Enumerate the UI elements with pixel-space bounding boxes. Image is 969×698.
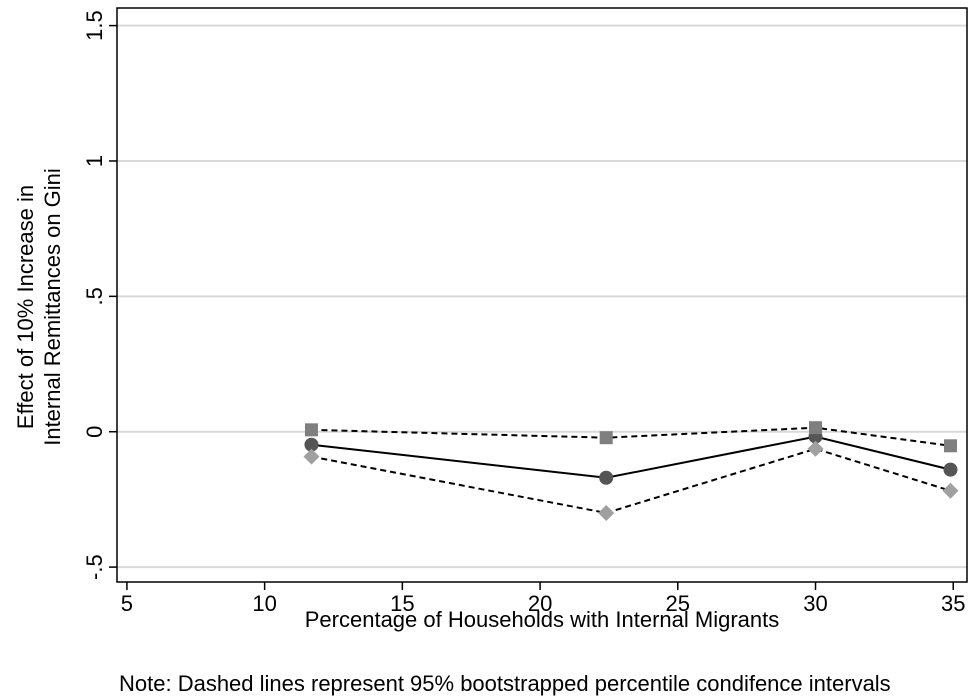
y-tick-label: 1 [82, 155, 107, 167]
point [304, 423, 318, 437]
y-tick-label: 0 [82, 426, 107, 438]
y-axis-label: Internal Remittances on Gini [40, 168, 65, 446]
point [599, 431, 613, 445]
point [942, 482, 959, 499]
point [943, 462, 958, 477]
y-tick-label: 1.5 [82, 10, 107, 41]
series-line [311, 435, 951, 479]
point [304, 437, 319, 452]
y-tick-label: -.5 [82, 554, 107, 580]
point [809, 421, 823, 435]
point [303, 448, 320, 465]
point [599, 470, 614, 485]
x-tick-label: 15 [390, 591, 414, 616]
x-tick-label: 25 [666, 591, 690, 616]
x-axis-label: Percentage of Households with Internal M… [305, 607, 779, 632]
series-line [311, 447, 951, 514]
series-line [311, 426, 951, 447]
point [598, 504, 615, 521]
x-tick-label: 35 [941, 591, 965, 616]
plot-frame [116, 7, 968, 583]
point [807, 440, 824, 457]
x-tick-label: 30 [803, 591, 827, 616]
x-tick-label: 10 [252, 591, 276, 616]
x-tick-label: 20 [528, 591, 552, 616]
x-tick-label: 5 [121, 591, 133, 616]
note: Note: Dashed lines represent 95% bootstr… [119, 671, 891, 696]
y-axis-label: Effect of 10% Increase in [13, 185, 38, 429]
y-tick-label: .5 [82, 287, 107, 305]
point [943, 439, 957, 453]
